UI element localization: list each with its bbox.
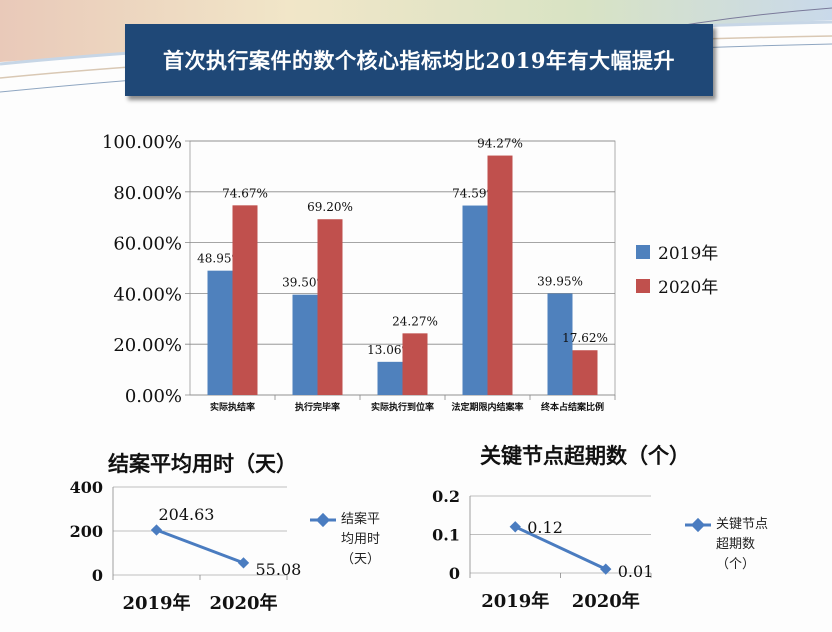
legend-swatch (636, 279, 650, 293)
bar-2019年 (547, 293, 573, 395)
x-tick-label: 法定期限内结案率 (451, 401, 523, 413)
y-tick-label: 0 (449, 564, 460, 583)
bar-2020年 (317, 219, 343, 395)
series-line (514, 525, 607, 571)
line-chart-overdue-nodes: 0 0.1 0.2 2019年 2020年 0.12 0.01 (432, 487, 653, 612)
y-tick-label: 80.00% (113, 183, 182, 204)
series-line (155, 528, 245, 565)
x-tick-label: 执行完毕率 (295, 401, 340, 413)
y-tick-label: 0.00% (125, 386, 182, 407)
y-tick-label: 0.1 (432, 526, 460, 545)
legend-swatch (636, 245, 650, 259)
bar-2019年 (462, 205, 488, 395)
bar-chart: 0.00% 20.00% 40.00% 60.00% 80.00% 100.00% 48.9… (102, 132, 718, 413)
line-chart-overdue-legend: 关键节点 超期数 （个） (683, 515, 793, 579)
data-label: 74.67% (222, 186, 268, 200)
x-tick-label: 2020年 (572, 590, 640, 612)
slide-title: 首次执行案件的数个核心指标均比2019年有大幅提升 (125, 24, 713, 96)
legend-line-marker-icon (310, 512, 336, 528)
x-tick-label: 2019年 (122, 592, 190, 614)
y-tick-label: 400 (70, 478, 103, 497)
line-chart-avg-days: 0 200 400 2019年 2020年 204.63 55.08 (70, 478, 302, 614)
legend-label: 2019年 (658, 244, 718, 264)
line-chart-avg-days-legend: 结案平 均用时 （天） (308, 510, 388, 574)
data-point (600, 563, 612, 575)
y-tick-label: 100.00% (102, 132, 182, 153)
x-tick-label: 实际执行到位率 (371, 401, 434, 413)
data-label: 39.95% (537, 275, 583, 289)
data-point (237, 557, 250, 569)
x-tick-label: 2019年 (481, 590, 549, 612)
bar-2020年 (402, 333, 428, 395)
x-tick-label: 实际执结率 (210, 401, 255, 413)
line-chart-overdue-title: 关键节点超期数（个） (480, 443, 690, 468)
legend-label: 关键节点 超期数 （个） (716, 517, 769, 572)
data-label: 69.20% (307, 200, 353, 214)
line-chart-avg-days-title: 结案平均用时（天） (108, 451, 297, 476)
data-label: 39.50% (282, 276, 328, 290)
bar-2019年 (292, 294, 318, 395)
data-point (509, 521, 521, 533)
y-tick-label: 200 (70, 522, 103, 541)
bar-2019年 (207, 270, 233, 395)
bar-2020年 (232, 205, 258, 395)
bar-2020年 (572, 350, 598, 395)
data-label: 0.12 (527, 518, 563, 537)
data-label: 48.95% (197, 252, 243, 266)
bar-2020年 (487, 155, 513, 395)
bar-2019年 (377, 361, 403, 395)
data-label: 0.01 (618, 562, 654, 581)
data-label: 74.59% (452, 187, 498, 201)
y-tick-label: 60.00% (113, 234, 182, 255)
x-tick-label: 终本占结案比例 (540, 401, 604, 413)
legend-label: 结案平 均用时 （天） (341, 512, 381, 567)
y-tick-label: 20.00% (113, 335, 182, 356)
data-point (150, 524, 163, 536)
x-tick-label: 2020年 (209, 592, 277, 614)
data-label: 204.63 (159, 505, 215, 524)
legend-line-marker-icon (685, 517, 711, 533)
data-label: 17.62% (562, 331, 608, 345)
y-tick-label: 0.2 (432, 487, 460, 506)
legend-label: 2020年 (658, 278, 718, 298)
data-label: 55.08 (256, 560, 302, 579)
y-tick-label: 40.00% (113, 284, 182, 305)
y-tick-label: 0 (92, 566, 103, 585)
data-label: 94.27% (477, 137, 523, 151)
data-label: 13.06% (367, 343, 413, 357)
data-label: 24.27% (392, 314, 438, 328)
